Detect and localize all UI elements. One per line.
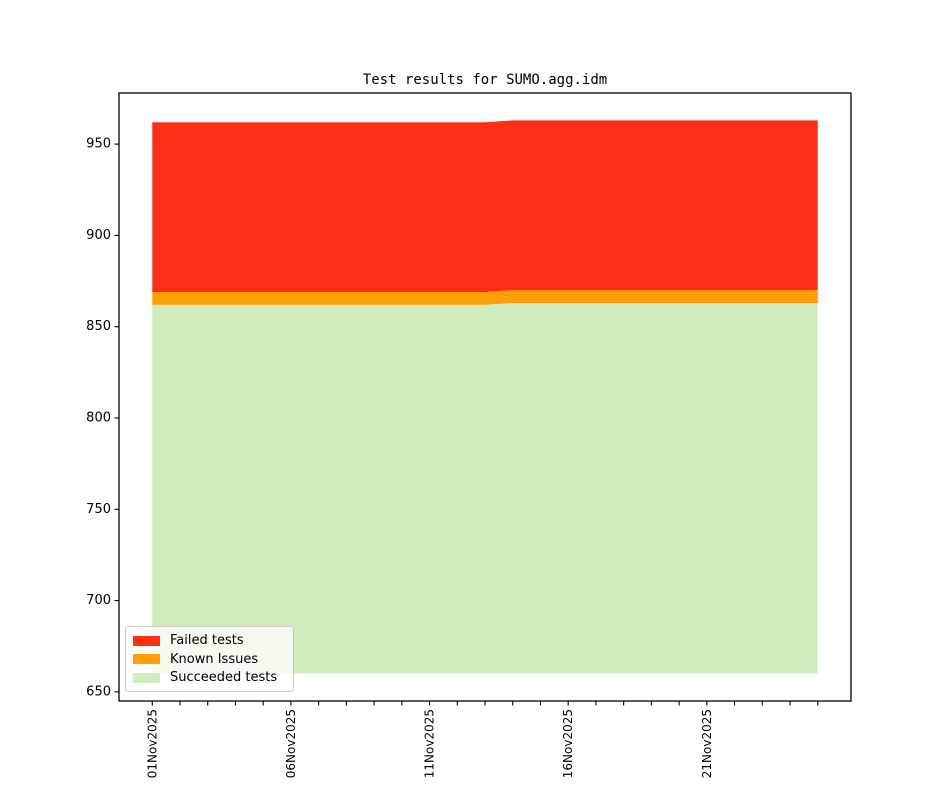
area-succeeded-tests [152,302,818,674]
legend-label-succeeded-tests: Succeeded tests [170,670,278,685]
legend-item-failed-tests: Failed tests [133,633,287,648]
x-tick-label: 06Nov2025 [284,709,298,778]
y-tick-label: 900 [86,228,111,243]
x-tick-label: 11Nov2025 [423,709,437,778]
x-tick-label: 21Nov2025 [700,709,714,778]
area-failed-tests [152,120,818,293]
legend-item-succeeded-tests: Succeeded tests [133,670,287,685]
y-tick-label: 750 [86,502,111,517]
legend-swatch-succeeded-tests [133,672,160,683]
y-tick-label: 800 [86,410,111,425]
legend: Failed tests Known Issues Succeeded test… [125,626,294,692]
x-tick-label: 01Nov2025 [145,709,159,778]
y-tick-label: 650 [86,684,111,699]
y-tick-label: 700 [86,593,111,608]
legend-label-known-issues: Known Issues [170,651,259,667]
area-known-issues [152,290,818,305]
legend-swatch-failed-tests [133,635,160,646]
y-tick-label: 850 [86,319,111,334]
x-tick-label: 16Nov2025 [561,709,575,778]
legend-label-failed-tests: Failed tests [170,633,244,648]
y-tick-label: 950 [86,137,111,152]
legend-swatch-known-issues [133,654,160,664]
chart-title: Test results for SUMO.agg.idm [362,72,608,88]
legend-item-known-issues: Known Issues [133,652,287,667]
